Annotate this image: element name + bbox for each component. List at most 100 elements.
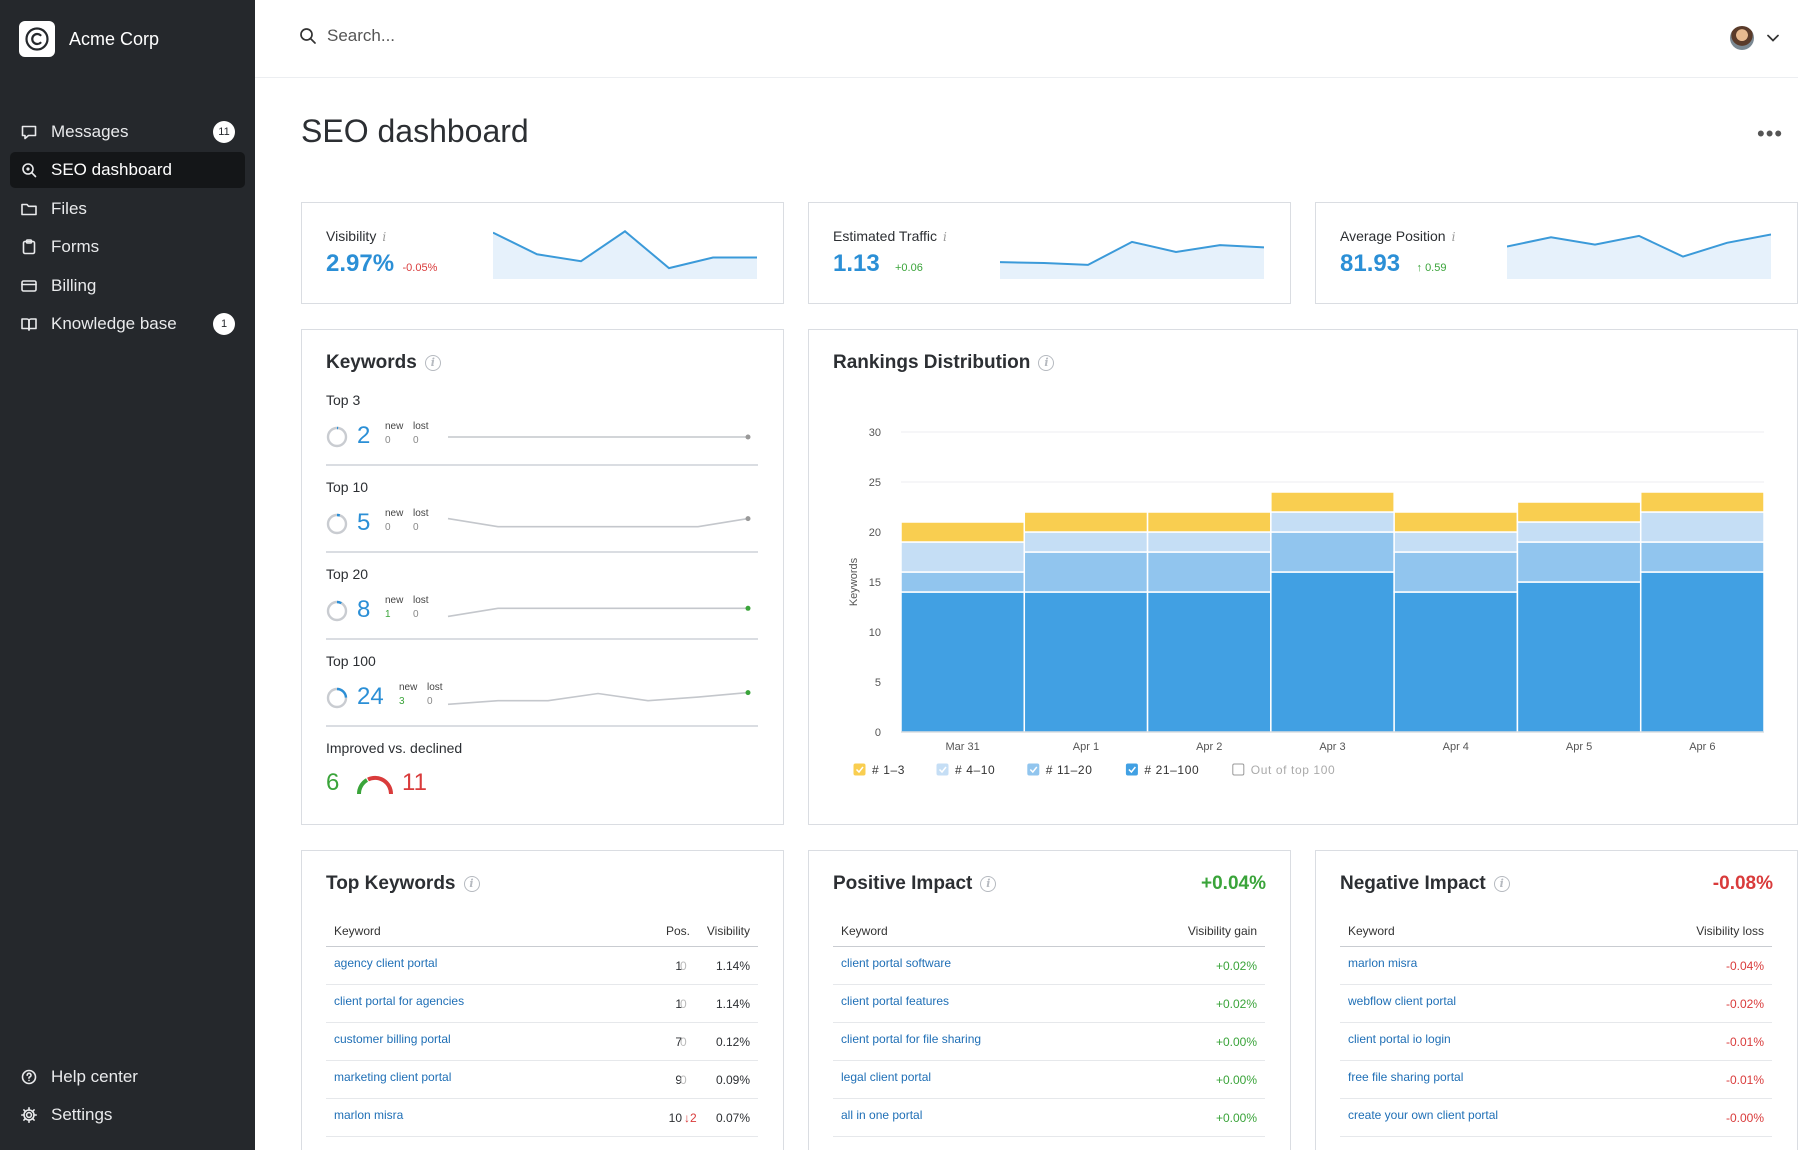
kpi-card-visibility: Visibility i 2.97% -0.05% [301, 202, 784, 304]
credit-card-icon [20, 277, 38, 295]
declined-count: 11 [402, 769, 427, 796]
bar-segment [900, 541, 1026, 573]
legend-item[interactable]: Out of top 100 [1232, 763, 1335, 777]
y-tick-label: 15 [869, 577, 881, 589]
sidebar-item-label: Help center [51, 1067, 138, 1086]
improved-count: 6 [326, 769, 340, 796]
legend-checkbox[interactable] [1232, 763, 1245, 776]
kpi-card-estimated-traffic: Estimated Traffic i 1.13 +0.06 [808, 202, 1291, 304]
keyword-link[interactable]: client portal for agencies [334, 994, 465, 1008]
rankings-card: Rankings Distribution i 0 5 10 15 20 25 30 Keyw… [808, 329, 1798, 825]
sidebar-item-knowledge-base[interactable]: Knowledge base 1 [10, 306, 245, 342]
lost-label: lost [413, 508, 429, 519]
keyword-count: 24 [357, 683, 384, 710]
new-count: 0 [385, 522, 391, 533]
kpi-delta: ↑ 0.59 [1417, 262, 1447, 274]
sparkline-end-dot [745, 605, 751, 611]
notification-badge: 11 [213, 121, 235, 143]
keyword-link[interactable]: webflow client portal [1348, 994, 1457, 1008]
new-label: new [385, 595, 404, 606]
divider [326, 551, 758, 553]
info-icon[interactable]: i [382, 230, 387, 244]
folder-icon [20, 200, 38, 218]
sidebar-item-billing[interactable]: Billing [10, 268, 245, 304]
sparkline-line [447, 607, 748, 618]
sidebar-item-label: Forms [51, 237, 100, 257]
info-icon[interactable]: i [1493, 876, 1510, 892]
bar-segment [900, 591, 1026, 733]
bar-segment [1393, 551, 1519, 593]
kpi-delta-value: +0.06 [895, 262, 923, 274]
col-keyword: Keyword [334, 924, 381, 938]
sidebar-item-help-center[interactable]: Help center [10, 1059, 245, 1095]
sparkline-line [1507, 233, 1771, 258]
search-icon [300, 28, 316, 44]
negative-impact-table: Keyword Visibility loss marlon misra -0.… [1340, 914, 1772, 1137]
legend-checkbox[interactable] [1125, 763, 1138, 776]
sidebar-item-messages[interactable]: Messages 11 [10, 114, 245, 150]
kpi-delta-value: -0.05% [402, 262, 438, 274]
table-row: client portal for agencies 1 0 1.14% [326, 985, 758, 1023]
legend-checkbox[interactable] [936, 763, 949, 776]
info-icon[interactable]: i [1038, 355, 1055, 371]
legend-item[interactable]: # 21–100 [1125, 763, 1199, 777]
info-icon[interactable]: i [424, 355, 441, 371]
sidebar-item-settings[interactable]: Settings [10, 1097, 245, 1133]
keyword-link[interactable]: create your own client portal [1348, 1108, 1499, 1122]
keyword-link[interactable]: marketing client portal [334, 1070, 452, 1084]
sidebar-item-label: Messages [51, 122, 129, 141]
x-tick-label: Apr 5 [1566, 741, 1592, 753]
legend-item[interactable]: # 1–3 [853, 763, 905, 777]
positive-impact-title: Positive Impact i [833, 873, 997, 895]
keyword-link[interactable]: client portal for file sharing [841, 1032, 982, 1046]
new-label: new [399, 682, 418, 693]
kpi-delta: +0.06 [895, 262, 923, 274]
sparkline-end-dot [745, 516, 751, 522]
search-input[interactable] [327, 26, 627, 46]
brand[interactable]: Acme Corp [19, 21, 159, 57]
new-label: new [385, 421, 404, 432]
table-row: free file sharing portal -0.01% [1340, 1061, 1772, 1099]
legend-checkbox[interactable] [1027, 763, 1040, 776]
keyword-link[interactable]: client portal io login [1348, 1032, 1451, 1046]
visibility-value: 0.12% [715, 1035, 750, 1049]
bar-segment [1639, 541, 1765, 573]
check-icon [855, 766, 864, 774]
sidebar-item-seo-dashboard[interactable]: SEO dashboard [10, 152, 245, 189]
keyword-link[interactable]: all in one portal [841, 1108, 923, 1122]
keyword-link[interactable]: marlon misra [334, 1108, 404, 1122]
keyword-link[interactable]: client portal features [841, 994, 950, 1008]
sidebar-item-forms[interactable]: Forms [10, 229, 245, 265]
top-keywords-title: Top Keywords i [326, 873, 480, 895]
search [299, 26, 627, 46]
user-menu[interactable] [1730, 26, 1780, 50]
legend-checkbox[interactable] [853, 763, 866, 776]
table-row: create your own client portal -0.00% [1340, 1099, 1772, 1137]
info-icon[interactable]: i [943, 230, 947, 244]
sidebar-item-files[interactable]: Files [10, 191, 245, 227]
col-keyword: Keyword [841, 924, 888, 938]
sparkline-area [1507, 234, 1771, 279]
table-header: Keyword Visibility gain [833, 914, 1265, 947]
impact-value: -0.01% [1725, 1073, 1764, 1087]
info-icon[interactable]: i [980, 876, 997, 892]
more-options-button[interactable]: ••• [1757, 121, 1784, 146]
sidebar-item-label: Files [51, 198, 87, 218]
keyword-link[interactable]: agency client portal [334, 956, 438, 970]
divider [326, 464, 758, 466]
bar-segment [1639, 511, 1765, 543]
help-icon [20, 1068, 38, 1086]
check-icon [1029, 766, 1038, 774]
legend-item[interactable]: # 4–10 [936, 763, 995, 777]
keyword-link[interactable]: marlon misra [1348, 956, 1418, 970]
keyword-link[interactable]: customer billing portal [334, 1032, 451, 1046]
keyword-link[interactable]: legal client portal [841, 1070, 932, 1084]
legend-label: # 4–10 [955, 763, 995, 777]
keyword-count: 2 [357, 422, 371, 449]
legend-item[interactable]: # 11–20 [1027, 763, 1093, 777]
top-keywords-card: Top Keywords i Keyword Pos. Visibility a… [301, 850, 784, 1150]
keyword-link[interactable]: client portal software [841, 956, 952, 970]
info-icon[interactable]: i [463, 876, 480, 892]
keyword-link[interactable]: free file sharing portal [1348, 1070, 1464, 1084]
info-icon[interactable]: i [1451, 230, 1456, 244]
